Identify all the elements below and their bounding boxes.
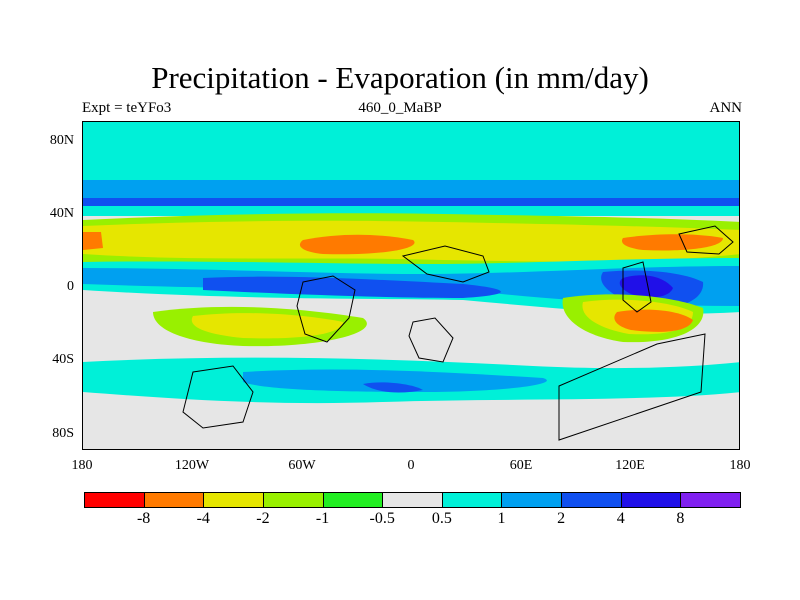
land-outline-2 <box>401 245 490 283</box>
x-tick-label-120w: 120W <box>174 458 210 473</box>
colorbar-label: 2 <box>557 510 566 527</box>
colorbar-label: 1 <box>497 510 506 527</box>
colorbar-box <box>262 492 324 508</box>
map-plot-area <box>82 121 740 450</box>
colorbar-label: -2 <box>256 510 270 527</box>
x-tick-label-60w: 60W <box>288 458 316 473</box>
colorbar-box <box>203 492 264 508</box>
colorbar-box <box>84 492 145 508</box>
field-dry-core-1 <box>299 234 415 255</box>
map-title: Precipitation - Evaporation (in mm/day) <box>151 60 649 95</box>
land-outline-7 <box>678 225 734 255</box>
land-outline-6 <box>622 261 652 313</box>
colorbar <box>84 492 741 508</box>
precip-evap-field <box>83 122 739 449</box>
colorbar-label: 0.5 <box>431 510 452 527</box>
colorbar-box <box>501 492 563 508</box>
x-tick-label-60e: 60E <box>509 458 533 473</box>
field-north-moist-band <box>83 122 739 180</box>
colorbar-label: -1 <box>315 510 330 527</box>
land-outline-3 <box>408 317 454 363</box>
land-outline-4 <box>182 365 254 429</box>
x-tick-label-180w: 180 <box>71 458 93 473</box>
field-north-band-2 <box>83 180 739 200</box>
colorbar-box <box>322 492 384 508</box>
y-tick-label-40n: 40N <box>49 206 74 221</box>
colorbar-label: 4 <box>616 510 625 527</box>
colorbar-label: 8 <box>676 510 685 527</box>
experiment-label: Expt = teYFo3 <box>82 100 172 116</box>
x-tick-label-0: 0 <box>407 458 415 473</box>
colorbar-box <box>441 492 503 508</box>
field-dry-core-2 <box>83 232 103 250</box>
y-tick-label-80n: 80N <box>49 133 74 148</box>
colorbar-label: -0.5 <box>369 510 395 527</box>
colorbar-label: -8 <box>136 510 151 527</box>
y-tick-label-80s: 80S <box>52 426 74 441</box>
field-equatorial-blue <box>203 276 501 298</box>
y-tick-label-0: 0 <box>67 279 74 294</box>
x-tick-label-120e: 120E <box>615 458 645 473</box>
colorbar-box <box>143 492 205 508</box>
field-south-midlat-blue <box>243 369 547 392</box>
colorbar-label: -4 <box>196 510 210 527</box>
time-label: 460_0_MaBP <box>358 100 442 116</box>
land-outline-1 <box>296 275 356 343</box>
colorbar-box <box>382 492 443 508</box>
colorbar-box <box>620 492 682 508</box>
colorbar-box <box>680 492 741 508</box>
y-tick-label-40s: 40S <box>52 352 74 367</box>
colorbar-box <box>561 492 622 508</box>
field-north-band-3 <box>83 198 739 206</box>
field-dry-core-3 <box>621 234 723 251</box>
field-south-pacific-dry-2 <box>191 313 343 339</box>
season-label: ANN <box>709 100 743 116</box>
x-tick-label-180e: 180 <box>729 458 751 473</box>
field-south-midlat-core <box>363 382 423 393</box>
field-south-indian-dry-3 <box>614 309 693 332</box>
field-north-band-4 <box>83 206 739 216</box>
land-outline-5 <box>558 333 706 441</box>
field-maritime-core <box>619 275 673 298</box>
